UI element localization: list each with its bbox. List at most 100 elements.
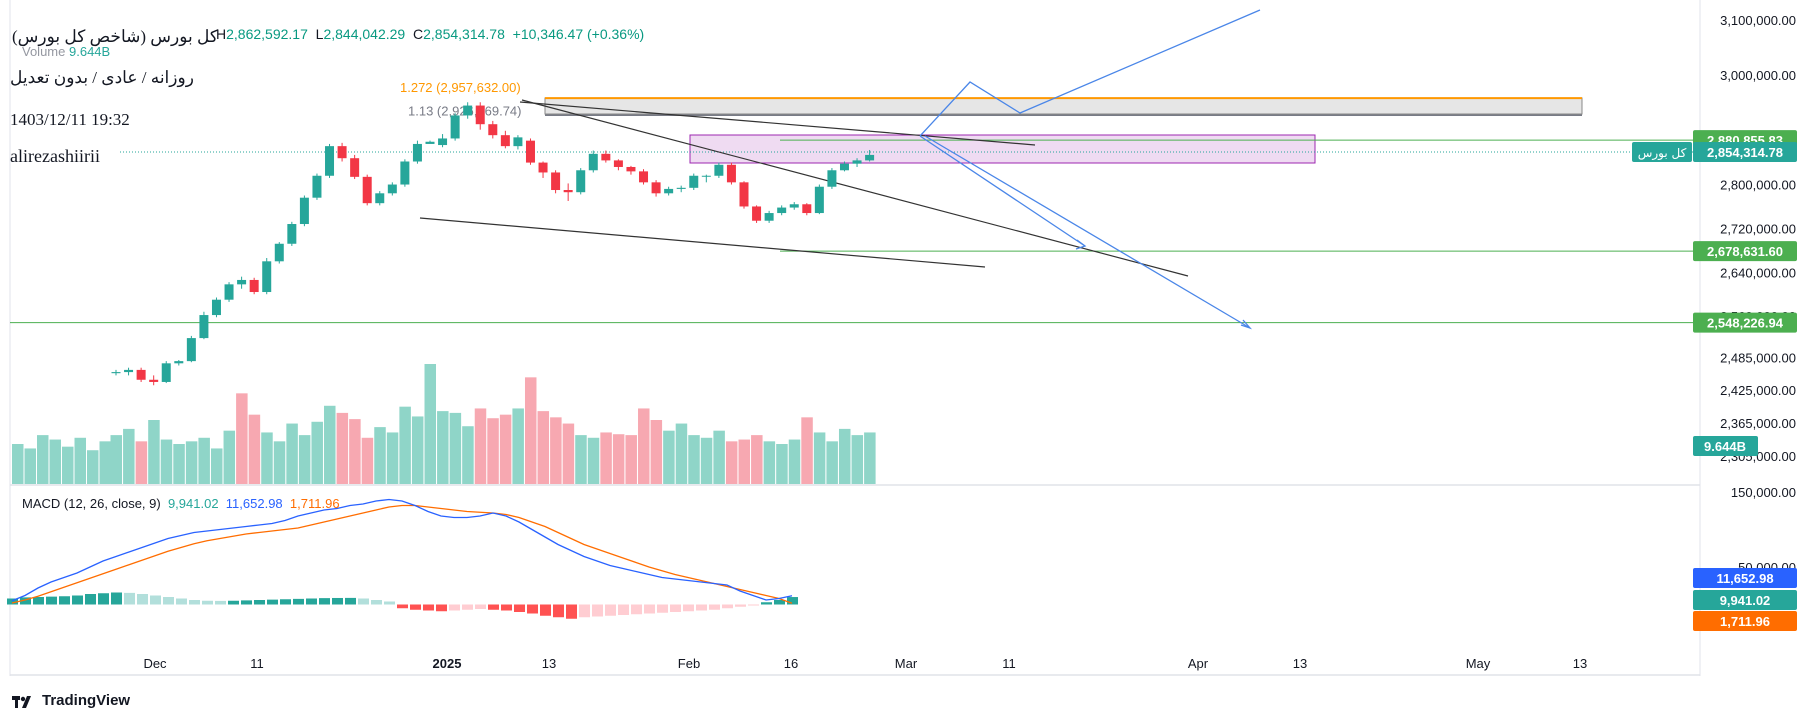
candle-body (601, 153, 611, 161)
time-tick-label: Feb (678, 656, 700, 671)
trendline-upper (519, 101, 1036, 146)
volume-bar (87, 450, 99, 484)
candle-body (513, 137, 523, 147)
macd-hist-bar (579, 604, 590, 618)
candle-body (525, 140, 535, 163)
macd-legend[interactable]: MACD (12, 26, close, 9) 9,941.02 11,652.… (22, 496, 340, 511)
volume-bar (776, 444, 788, 484)
candle-body (161, 363, 171, 382)
macd-hist-bar (566, 604, 577, 619)
volume-bar (261, 432, 273, 484)
macd-hist-bar (241, 600, 252, 605)
time-axis[interactable]: Dec 11 2025 13 Feb 16 Mar 11 Apr 13 May 13 (143, 656, 1587, 671)
tradingview-brand[interactable]: TradingView (12, 692, 130, 709)
volume-bar (650, 420, 663, 484)
ohlc-l-label: L (315, 26, 324, 42)
volume-bar (173, 444, 185, 484)
macd-line (11, 498, 793, 602)
candle-body (111, 372, 121, 374)
macd-hist-bar (345, 597, 356, 605)
macd-hist-bar (488, 604, 499, 610)
symbol-tag: کل بورس (1638, 146, 1687, 161)
volume-bar (738, 439, 750, 484)
volume-bar (801, 417, 813, 484)
macd-hist-bar (462, 604, 473, 610)
candle-body (814, 186, 824, 214)
macd-hist-bar (306, 598, 317, 605)
volume-bar (688, 435, 700, 484)
volume-bar (210, 448, 223, 484)
volume-bar (24, 448, 36, 484)
volume-bar (62, 446, 74, 484)
price-tick-label: 2,640,000.00 (1720, 265, 1796, 280)
macd-hist-bar (657, 604, 668, 613)
ohlc-values: H2,862,592.17 L2,844,042.29 C2,854,314.7… (216, 26, 644, 42)
price-badge-bg (1693, 142, 1797, 162)
macd-hist-bar (72, 595, 83, 605)
volume-bar (587, 437, 600, 484)
candle-body (262, 261, 272, 293)
candle-body (752, 206, 762, 221)
volume-bar (123, 428, 135, 484)
candle-body (186, 338, 196, 362)
candle-body (337, 146, 347, 159)
volume-bar (273, 441, 286, 484)
macd-hist-bar (423, 604, 434, 611)
candle-body (676, 187, 686, 189)
candle-body (362, 176, 372, 204)
macd-hist-bar (514, 604, 525, 612)
price-tick-label: 3,100,000.00 (1720, 13, 1796, 28)
macd-badge-bg (1693, 568, 1797, 588)
macd-pane (7, 498, 798, 619)
macd-hist-bar (33, 597, 44, 605)
ohlc-l: 2,844,042.29 (323, 26, 406, 42)
time-tick-label: 2025 (433, 656, 462, 671)
volume-bars (12, 364, 876, 484)
volume-bar (537, 411, 550, 484)
candle-body (224, 284, 234, 300)
candle-body (400, 161, 410, 185)
macd-hist-bar (267, 599, 278, 605)
volume-bar (49, 439, 61, 484)
macd-hist-bar (436, 604, 447, 612)
volume-bar (74, 437, 86, 484)
volume-bar (675, 423, 688, 484)
volume-bar (487, 418, 499, 484)
volume-bar (411, 416, 424, 484)
macd-line-value: 11,652.98 (225, 496, 283, 511)
candle-body (425, 141, 435, 144)
macd-tick-label: 150,000.00 (1731, 485, 1796, 500)
price-tick-label: 3,000,000.00 (1720, 68, 1796, 83)
candle-body (149, 379, 159, 382)
supply-zone (689, 134, 1316, 164)
volume-bar (575, 435, 587, 484)
macd-badge: 11,652.98 (1716, 571, 1773, 586)
symbol-title[interactable]: کل بورس (شاخص کل بورس) (12, 27, 218, 46)
macd-hist-bar (85, 594, 96, 605)
datetime-label: 1403/12/11 19:32 (10, 110, 130, 129)
candle-body (287, 224, 297, 244)
volume-bar (298, 435, 311, 484)
macd-hist-bar (371, 600, 382, 605)
volume-bar (236, 393, 248, 484)
volume-bar (562, 423, 575, 484)
candle-body (802, 204, 812, 214)
candle-body (450, 115, 460, 139)
macd-hist-bar (644, 604, 655, 614)
volume-bar (99, 441, 111, 484)
macd-badge-bg (1693, 611, 1797, 631)
volume-bar (349, 419, 361, 484)
macd-hist-bar (137, 594, 148, 605)
price-tick-label: 2,720,000.00 (1720, 221, 1796, 236)
macd-hist-bar (7, 598, 18, 605)
candle-body (789, 204, 799, 208)
macd-hist-bar (618, 604, 629, 615)
macd-hist-bar (293, 598, 304, 605)
macd-label: MACD (12, 26, close, 9) (22, 496, 161, 511)
macd-hist-bar (527, 604, 538, 614)
candle-body (588, 153, 598, 171)
macd-hist-bar (202, 600, 213, 605)
trendline-lower (419, 217, 986, 268)
candle-body (211, 299, 221, 316)
